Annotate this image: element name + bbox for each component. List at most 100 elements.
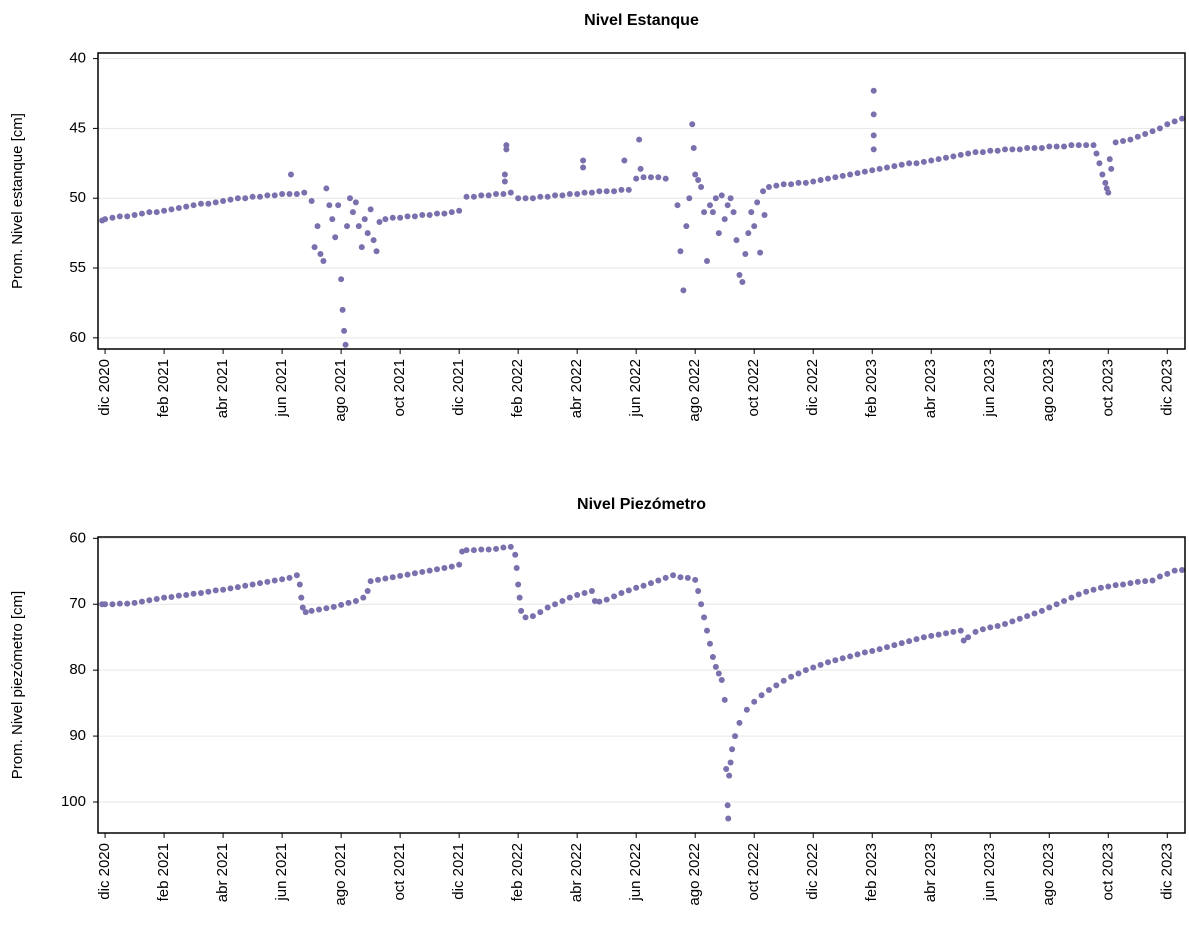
data-point: [364, 230, 371, 237]
x-tick-label: oct 2021: [391, 359, 408, 417]
data-point: [342, 341, 349, 348]
data-point: [1105, 189, 1112, 196]
data-point: [1179, 115, 1186, 122]
data-point: [701, 614, 708, 621]
data-point: [898, 640, 905, 647]
data-point: [205, 200, 212, 207]
data-point: [1099, 171, 1106, 178]
x-tick-label: ago 2021: [332, 359, 349, 422]
data-point: [302, 609, 309, 616]
data-point: [802, 179, 809, 186]
data-point: [943, 630, 950, 637]
data-point: [419, 211, 426, 218]
data-point: [456, 207, 463, 214]
data-point: [161, 207, 168, 214]
data-point: [131, 599, 138, 606]
data-point: [920, 634, 927, 641]
data-point: [507, 189, 514, 196]
data-point: [633, 584, 640, 591]
data-point: [743, 706, 750, 713]
data-point: [618, 186, 625, 193]
data-point: [389, 214, 396, 221]
data-point: [382, 575, 389, 582]
data-point: [518, 607, 525, 614]
data-point: [745, 230, 752, 237]
data-point: [972, 628, 979, 635]
data-point: [773, 682, 780, 689]
data-point: [349, 209, 356, 216]
data-point: [854, 651, 861, 658]
data-point: [928, 632, 935, 639]
data-point: [370, 237, 377, 244]
data-point: [824, 659, 831, 666]
data-point: [298, 594, 305, 601]
data-point: [183, 203, 190, 210]
data-point: [751, 223, 758, 230]
data-point: [847, 171, 854, 178]
data-point: [338, 601, 345, 608]
data-point: [463, 547, 470, 554]
data-point: [242, 582, 249, 589]
data-point: [640, 582, 647, 589]
data-point: [375, 576, 382, 583]
data-point: [1024, 613, 1031, 620]
data-point: [1112, 582, 1119, 589]
data-point: [972, 149, 979, 156]
data-point: [411, 570, 418, 577]
chart-title: Nivel Piezómetro: [577, 496, 706, 513]
data-point: [580, 157, 587, 164]
data-point: [500, 544, 507, 551]
data-point: [712, 195, 719, 202]
data-point: [102, 601, 109, 608]
data-point: [647, 580, 654, 587]
data-point: [898, 161, 905, 168]
data-point: [341, 327, 348, 334]
data-point: [352, 199, 359, 206]
x-tick-label: oct 2021: [391, 843, 408, 901]
data-point: [500, 191, 507, 198]
data-point: [1134, 133, 1141, 140]
data-point: [352, 597, 359, 604]
data-point: [788, 181, 795, 188]
data-point: [1127, 580, 1134, 587]
data-point: [725, 815, 732, 822]
data-point: [957, 151, 964, 158]
data-point: [131, 211, 138, 218]
data-point: [760, 188, 767, 195]
x-tick-label: dic 2022: [804, 359, 821, 416]
data-point: [773, 182, 780, 189]
data-point: [529, 195, 536, 202]
data-point: [928, 157, 935, 164]
data-point: [537, 609, 544, 616]
data-point: [1179, 566, 1186, 573]
data-point: [636, 136, 643, 143]
data-point: [715, 670, 722, 677]
data-point: [943, 154, 950, 161]
data-point: [588, 588, 595, 595]
x-tick-label: feb 2023: [863, 843, 880, 901]
data-point: [434, 566, 441, 573]
x-tick-label: feb 2022: [509, 843, 526, 901]
data-point: [1002, 621, 1009, 628]
y-tick-label: 80: [69, 661, 86, 678]
x-tick-label: dic 2023: [1158, 843, 1175, 900]
data-point: [979, 626, 986, 633]
y-tick-label: 100: [61, 793, 86, 810]
data-point: [684, 574, 691, 581]
data-point: [515, 195, 522, 202]
data-point: [456, 561, 463, 568]
data-point: [727, 759, 734, 766]
data-point: [847, 653, 854, 660]
data-point: [718, 677, 725, 684]
data-point: [448, 209, 455, 216]
data-point: [580, 164, 587, 171]
data-point: [493, 545, 500, 552]
y-tick-label: 70: [69, 595, 86, 612]
data-point: [611, 593, 618, 600]
data-point: [1164, 121, 1171, 128]
data-point: [448, 563, 455, 570]
data-point: [698, 601, 705, 608]
data-point: [647, 174, 654, 181]
data-point: [690, 144, 697, 151]
data-point: [317, 251, 324, 258]
